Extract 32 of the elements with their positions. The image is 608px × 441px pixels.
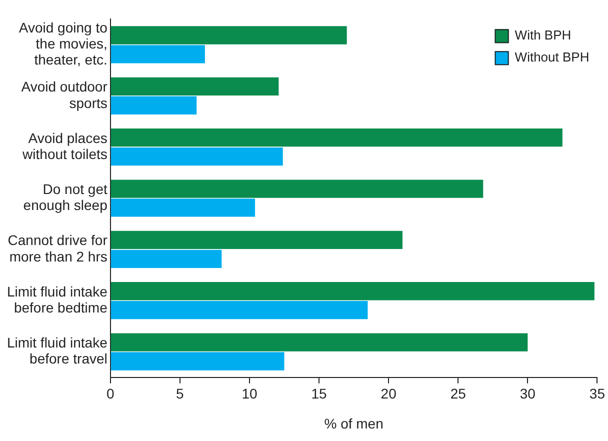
bar <box>110 45 205 64</box>
bar <box>110 333 528 352</box>
bar <box>110 77 279 96</box>
x-tick-label: 10 <box>242 386 258 402</box>
y-tick-label: Limit fluid intake before travel <box>6 334 108 367</box>
y-tick-label: Do not get enough sleep <box>23 181 108 214</box>
x-tick-label: 30 <box>520 386 536 402</box>
bar <box>110 230 402 250</box>
x-tick-label: 25 <box>450 386 466 402</box>
bar <box>110 180 484 198</box>
bar <box>110 128 562 147</box>
x-tick-label: 5 <box>176 386 184 402</box>
bar <box>110 301 368 320</box>
bar <box>110 250 222 268</box>
y-tick-label: Limit fluid intake before bedtime <box>6 283 108 316</box>
x-tick-label: 20 <box>380 386 397 402</box>
bar <box>110 96 197 114</box>
bar <box>110 352 284 370</box>
x-tick-label: 15 <box>311 386 328 402</box>
y-tick-label: Avoid going to the movies, theater, etc. <box>18 19 108 68</box>
legend-label: Without BPH <box>514 50 590 65</box>
bar <box>110 26 347 44</box>
y-tick-label: Avoid outdoor sports <box>21 78 108 111</box>
x-tick-label: 35 <box>589 386 606 402</box>
x-tick-label: 0 <box>106 386 114 402</box>
bar <box>110 282 594 300</box>
bar <box>110 198 256 217</box>
legend-label: With BPH <box>514 28 572 43</box>
bar <box>110 147 283 166</box>
x-axis-title: % of men <box>324 415 384 432</box>
y-tick-label: Cannot drive for more than 2 hrs <box>8 232 108 264</box>
y-tick-label: Avoid places without toilets <box>22 130 108 162</box>
